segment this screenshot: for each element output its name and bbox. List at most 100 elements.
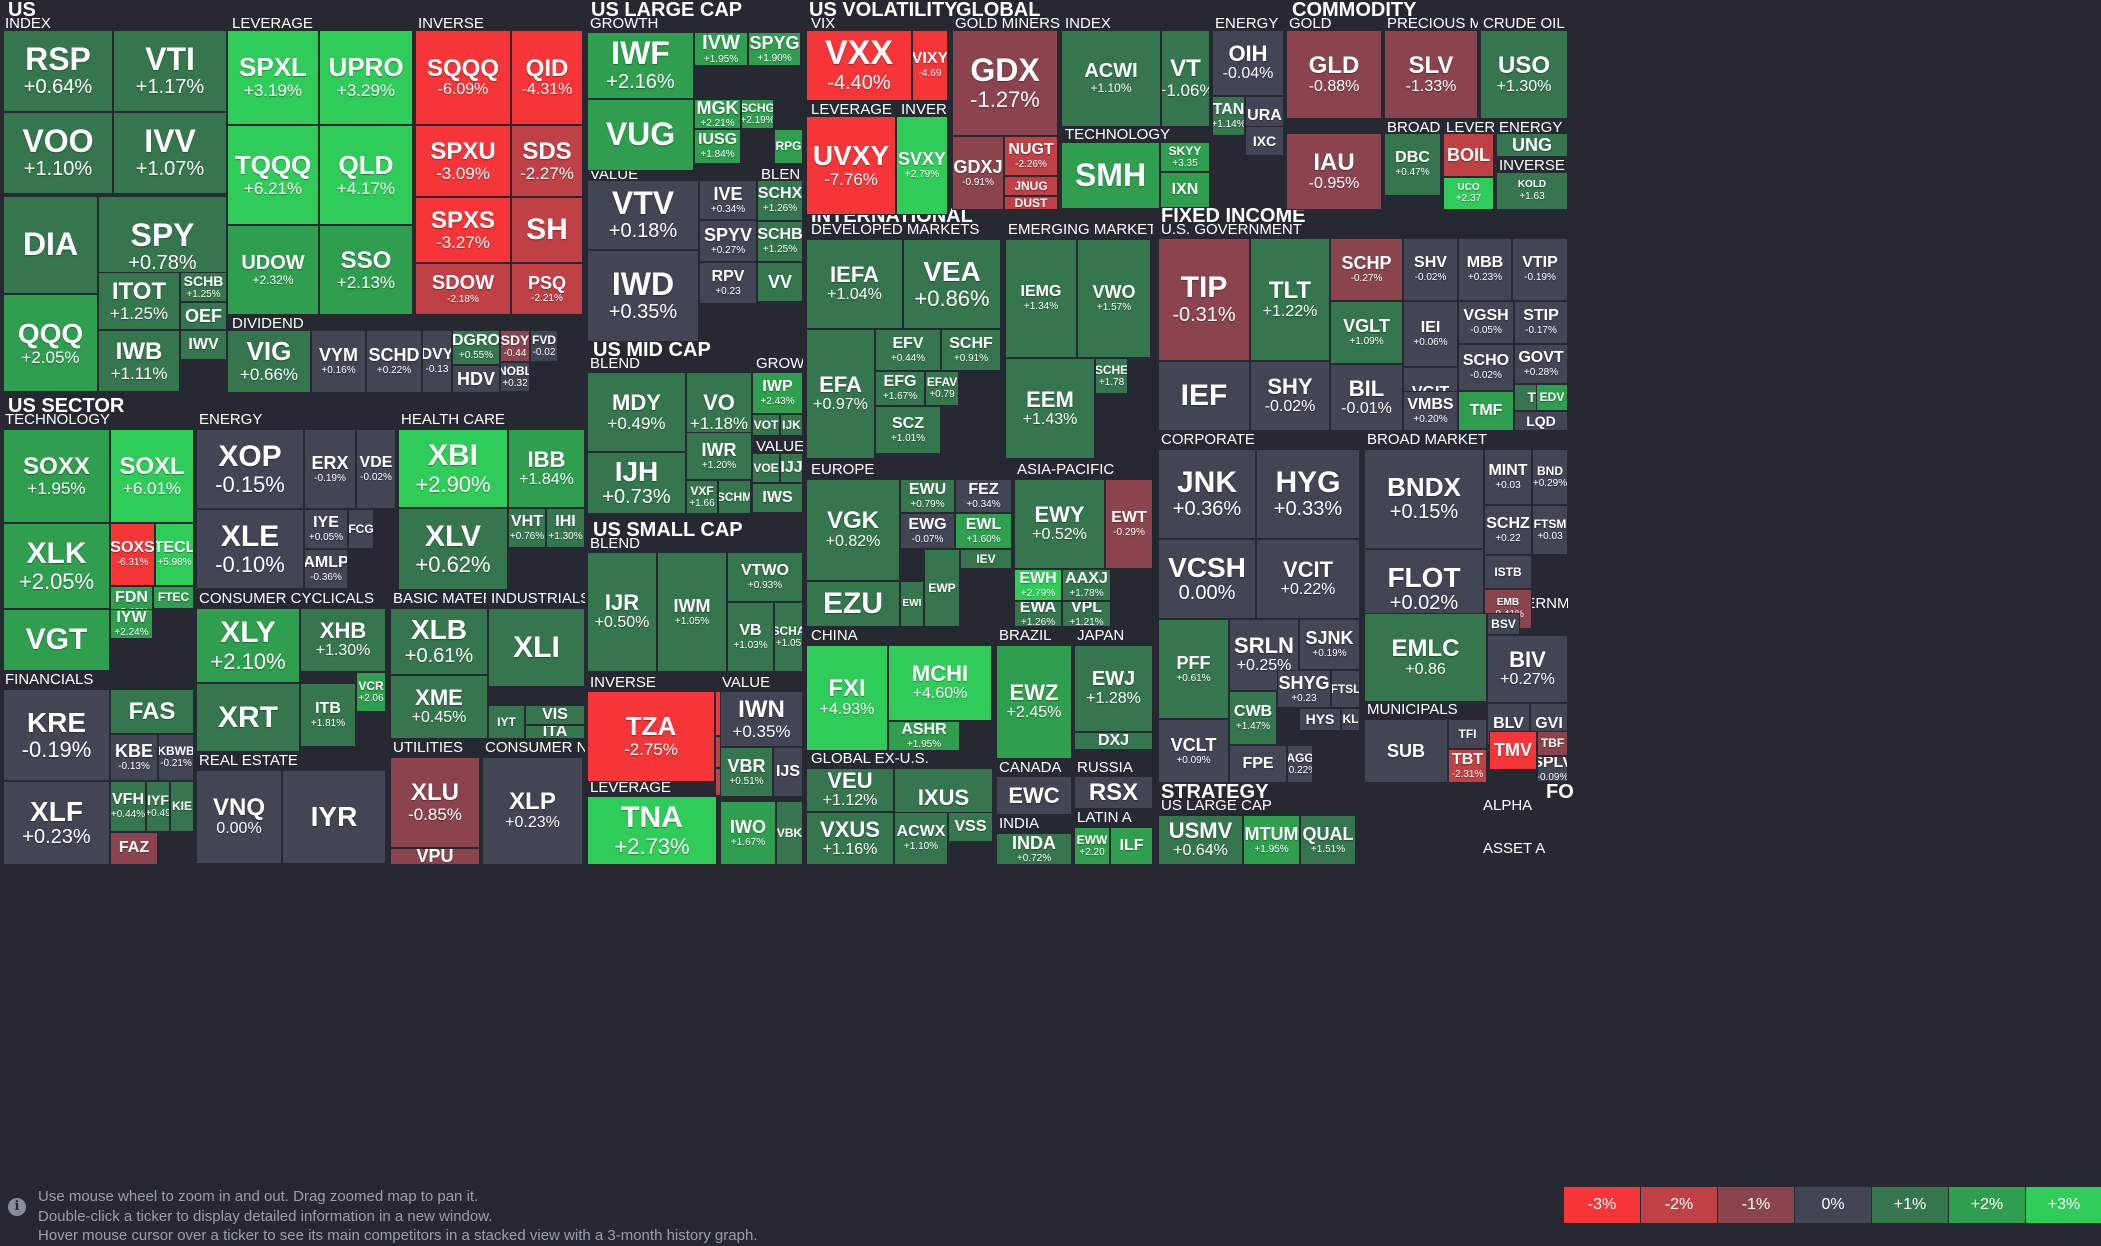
ticker-tile-spyg[interactable]: SPYG +1.90% <box>748 32 801 66</box>
ticker-tile-iws[interactable]: IWS <box>752 483 803 513</box>
ticker-tile-iwm[interactable]: IWM +1.05% <box>657 552 727 672</box>
ticker-tile-smh[interactable]: SMH <box>1061 142 1160 209</box>
etf-treemap[interactable]: US US LARGE CAP US VOLATILITY GLOBAL COMMODI… <box>0 0 2101 1170</box>
ticker-tile-xlu[interactable]: XLU -0.85% <box>390 757 480 848</box>
ticker-tile-mgk[interactable]: MGK +2.21% <box>694 99 741 129</box>
ticker-tile-vym[interactable]: VYM +0.16% <box>311 330 366 393</box>
ticker-tile-scho[interactable]: SCHO -0.02% <box>1458 344 1514 391</box>
ticker-tile-bil[interactable]: BIL -0.01% <box>1330 364 1403 431</box>
ticker-tile-vixy[interactable]: VIXY -4.69 <box>912 30 948 101</box>
ticker-tile-hyg[interactable]: HYG +0.33% <box>1256 449 1360 539</box>
ticker-tile-vpu[interactable]: VPU <box>390 848 480 865</box>
ticker-tile-sdow[interactable]: SDOW -2.18% <box>415 263 511 315</box>
ticker-tile-eww[interactable]: EWW +2.20 <box>1074 827 1110 865</box>
ticker-tile-vti[interactable]: VTI +1.17% <box>113 30 227 112</box>
ticker-tile-jnk[interactable]: JNK +0.36% <box>1158 449 1256 539</box>
ticker-tile-iwf[interactable]: IWF +2.16% <box>587 32 694 99</box>
ticker-tile-vig[interactable]: VIG +0.66% <box>227 330 311 393</box>
ticker-tile-schg[interactable]: SCHG +2.19% <box>741 99 774 129</box>
ticker-tile-qqq[interactable]: QQQ +2.05% <box>3 294 98 392</box>
ticker-tile-soxs[interactable]: SOXS -6.31% <box>110 523 155 586</box>
ticker-tile-dvy[interactable]: DVY -0.13 <box>422 330 452 393</box>
ticker-tile-bndx[interactable]: BNDX +0.15% <box>1364 449 1484 549</box>
ticker-tile-vgsh[interactable]: VGSH -0.05% <box>1458 301 1514 344</box>
ticker-tile-xlb[interactable]: XLB +0.61% <box>390 608 488 675</box>
ticker-tile-vnq[interactable]: VNQ 0.00% <box>196 770 282 864</box>
ticker-tile-kre[interactable]: KRE -0.19% <box>3 689 110 781</box>
ticker-tile-kold[interactable]: KOLD +1.63 <box>1496 172 1568 210</box>
ticker-tile-schb[interactable]: SCHB +1.25% <box>180 272 227 302</box>
ticker-tile-vea[interactable]: VEA +0.86% <box>903 239 1001 329</box>
ticker-tile-biv[interactable]: BIV +0.27% <box>1487 635 1568 703</box>
ticker-tile-ewi[interactable]: EWI <box>900 581 924 627</box>
ticker-tile-nobl[interactable]: NOBL+0.32 <box>500 362 530 392</box>
ticker-tile-iwn[interactable]: IWN +0.35% <box>720 691 803 747</box>
ticker-tile-tza[interactable]: TZA -2.75% <box>587 691 715 782</box>
ticker-tile-ive[interactable]: IVE +0.34% <box>699 180 757 220</box>
ticker-tile-ewa[interactable]: EWA +1.26% <box>1014 601 1062 627</box>
ticker-tile-rpv[interactable]: RPV +0.23 <box>699 262 757 304</box>
ticker-tile-iemg[interactable]: IEMG +1.34% <box>1005 239 1077 358</box>
ticker-tile-vxus[interactable]: VXUS +1.16% <box>806 812 894 865</box>
ticker-tile-vfh[interactable]: VFH +0.44% <box>110 781 146 832</box>
ticker-tile-tna[interactable]: TNA +2.73% <box>587 796 717 865</box>
ticker-tile-xly[interactable]: XLY +2.10% <box>196 608 300 683</box>
ticker-tile-vcr[interactable]: VCR +2.06 <box>356 672 386 712</box>
ticker-tile-ashr[interactable]: ASHR +1.95% <box>888 721 960 751</box>
ticker-tile-iye[interactable]: IYE +0.05% <box>304 509 348 549</box>
ticker-tile-gdxj[interactable]: GDXJ -0.91% <box>952 136 1004 210</box>
ticker-tile-amlp[interactable]: AMLP -0.36% <box>304 549 348 589</box>
ticker-tile-kbwb[interactable]: KBWB -0.21% <box>158 734 194 781</box>
ticker-tile-jnug[interactable]: JNUG <box>1004 176 1058 196</box>
ticker-tile-ezu[interactable]: EZU <box>806 581 900 627</box>
ticker-tile-vtv[interactable]: VTV +0.18% <box>587 180 699 250</box>
ticker-tile-acwi[interactable]: ACWI +1.10% <box>1061 30 1161 127</box>
ticker-tile-fxi[interactable]: FXI +4.93% <box>806 645 888 751</box>
ticker-tile-qual[interactable]: QUAL +1.51% <box>1300 815 1356 865</box>
ticker-tile-schf[interactable]: SCHF +0.91% <box>941 329 1001 371</box>
ticker-tile-mtum[interactable]: MTUM +1.95% <box>1243 815 1300 865</box>
ticker-tile-splv[interactable]: SPLV-0.09% <box>1537 756 1568 782</box>
ticker-tile-mdy[interactable]: MDY +0.49% <box>587 372 686 452</box>
ticker-tile-lqd[interactable]: LQD <box>1514 411 1568 431</box>
ticker-tile-cwb[interactable]: CWB +1.47% <box>1229 691 1277 745</box>
ticker-tile-ewc[interactable]: EWC <box>996 776 1072 815</box>
ticker-tile-ewz[interactable]: EWZ +2.45% <box>996 645 1072 759</box>
ticker-tile-voe[interactable]: VOE <box>752 453 780 483</box>
ticker-tile-ijr[interactable]: IJR +0.50% <box>587 552 657 672</box>
ticker-tile-eem[interactable]: EEM +1.43% <box>1005 358 1095 459</box>
ticker-tile-dgro[interactable]: DGRO +0.55% <box>452 330 500 365</box>
ticker-tile-rpg[interactable]: RPG <box>774 129 803 164</box>
ticker-tile-sso[interactable]: SSO +2.13% <box>319 225 413 315</box>
ticker-tile-vv[interactable]: VV <box>757 262 803 302</box>
ticker-tile-vtip[interactable]: VTIP -0.19% <box>1512 238 1568 301</box>
ticker-tile-vpl[interactable]: VPL +1.21% <box>1062 601 1111 627</box>
ticker-tile-iusg[interactable]: IUSG +1.84% <box>694 129 741 164</box>
ticker-tile-efv[interactable]: EFV +0.44% <box>875 329 941 371</box>
ticker-tile-vht[interactable]: VHT +0.76% <box>508 508 546 548</box>
ticker-tile-ijj[interactable]: IJJ <box>780 453 803 483</box>
ticker-tile-svxy[interactable]: SVXY +2.79% <box>896 116 948 215</box>
ticker-tile-usmv[interactable]: USMV +0.64% <box>1158 815 1243 865</box>
ticker-tile-ewj[interactable]: EWJ +1.28% <box>1074 645 1153 732</box>
ticker-tile-nugt[interactable]: NUGT -2.26% <box>1004 136 1058 176</box>
ticker-tile-tlt[interactable]: TLT +1.22% <box>1250 238 1330 361</box>
ticker-tile-inda[interactable]: INDA +0.72% <box>996 833 1072 865</box>
ticker-tile-vwo[interactable]: VWO +1.57% <box>1077 239 1151 358</box>
ticker-tile-xlf[interactable]: XLF +0.23% <box>3 781 110 865</box>
ticker-tile-iwv[interactable]: IWV <box>180 330 227 360</box>
ticker-tile-ivw[interactable]: IVW +1.95% <box>694 32 748 66</box>
ticker-tile-ijs[interactable]: IJS <box>773 747 803 797</box>
ticker-tile-emlc[interactable]: EMLC +0.86 <box>1364 613 1487 702</box>
ticker-tile-sqqq[interactable]: SQQQ -6.09% <box>415 30 511 125</box>
ticker-tile-psq[interactable]: PSQ -2.21% <box>511 263 583 315</box>
ticker-tile-ftec[interactable]: FTEC <box>153 586 194 609</box>
ticker-tile-sub[interactable]: SUB <box>1364 719 1448 783</box>
ticker-tile-shy[interactable]: SHY -0.02% <box>1250 361 1330 431</box>
ticker-tile-tip[interactable]: TIP -0.31% <box>1158 238 1250 361</box>
ticker-tile-soxl[interactable]: SOXL +6.01% <box>110 429 194 523</box>
ticker-tile-uco[interactable]: UCO +2.37 <box>1443 177 1494 210</box>
ticker-tile-dust[interactable]: DUST <box>1004 196 1058 210</box>
ticker-tile-dia[interactable]: DIA <box>3 196 98 294</box>
ticker-tile-vgt[interactable]: VGT <box>3 609 110 671</box>
